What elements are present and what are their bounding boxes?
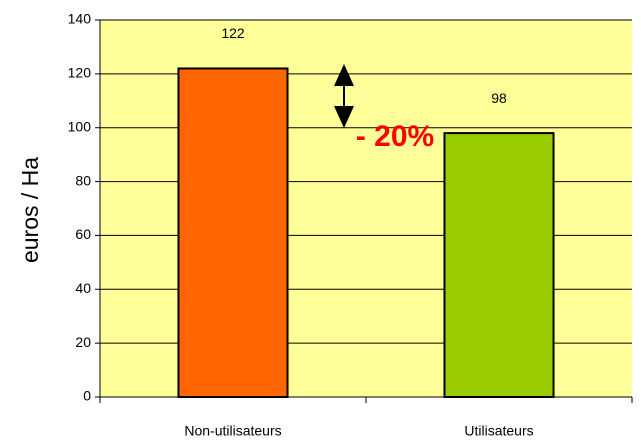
value-label: 98 bbox=[491, 90, 507, 106]
x-tick-label: Utilisateurs bbox=[464, 423, 533, 439]
y-tick-label: 120 bbox=[68, 65, 92, 81]
arrow-head bbox=[334, 64, 354, 86]
y-tick-label: 0 bbox=[83, 388, 91, 404]
bar bbox=[177, 67, 289, 398]
arrow-head bbox=[334, 106, 354, 128]
annotation: - 20% bbox=[356, 120, 434, 153]
y-axis-label: euros / Ha bbox=[17, 157, 43, 263]
value-label: 122 bbox=[221, 25, 245, 41]
x-tick-label: Non-utilisateurs bbox=[184, 423, 281, 439]
y-tick-label: 60 bbox=[75, 226, 91, 242]
y-tick-label: 80 bbox=[75, 172, 91, 188]
y-tick-label: 40 bbox=[75, 280, 91, 296]
y-tick-label: 140 bbox=[68, 11, 92, 27]
y-tick-label: 100 bbox=[68, 118, 92, 134]
y-tick-label: 20 bbox=[75, 334, 91, 350]
bar bbox=[443, 132, 555, 398]
